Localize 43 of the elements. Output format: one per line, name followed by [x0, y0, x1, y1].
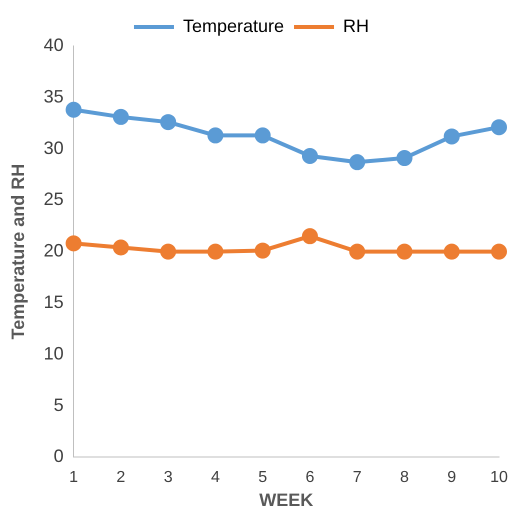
x-tick-label: 6: [305, 469, 314, 486]
point: [396, 244, 412, 260]
point: [207, 127, 224, 144]
point: [112, 108, 129, 125]
x-tick-label: 1: [69, 469, 78, 486]
x-axis-title: WEEK: [259, 490, 314, 510]
legend-label: Temperature: [182, 16, 284, 36]
y-tick-label: 0: [54, 446, 64, 466]
x-tick-label: 2: [116, 469, 126, 486]
point: [491, 244, 507, 260]
point: [160, 114, 176, 130]
legend-label: RH: [343, 16, 370, 36]
y-tick-label: 35: [44, 86, 64, 106]
y-tick-label: 10: [44, 343, 64, 364]
point: [160, 244, 176, 260]
point: [491, 119, 507, 136]
y-tick-label: 30: [44, 138, 64, 158]
y-tick-label: 40: [44, 34, 64, 55]
point: [444, 244, 460, 260]
y-axis-title: Temperature and RH: [8, 164, 28, 340]
point: [396, 150, 412, 166]
point: [207, 244, 224, 260]
point: [302, 228, 318, 244]
x-tick-label: 7: [352, 469, 362, 486]
y-tick-label: 5: [54, 394, 64, 415]
point: [349, 244, 366, 260]
x-tick-label: 10: [490, 469, 508, 486]
x-tick-label: 4: [210, 469, 220, 486]
y-tick-label: 20: [44, 240, 64, 261]
point: [66, 235, 82, 252]
point: [112, 239, 129, 256]
y-tick-label: 25: [44, 189, 64, 210]
x-tick-label: 5: [258, 469, 268, 486]
point: [302, 148, 318, 164]
point: [254, 127, 271, 144]
point: [444, 128, 460, 144]
point: [66, 102, 82, 118]
x-tick-label: 9: [447, 469, 456, 486]
point: [349, 154, 366, 170]
x-tick-label: 8: [400, 469, 410, 486]
point: [254, 242, 271, 259]
x-tick-label: 3: [164, 469, 173, 486]
y-tick-label: 15: [44, 292, 64, 312]
